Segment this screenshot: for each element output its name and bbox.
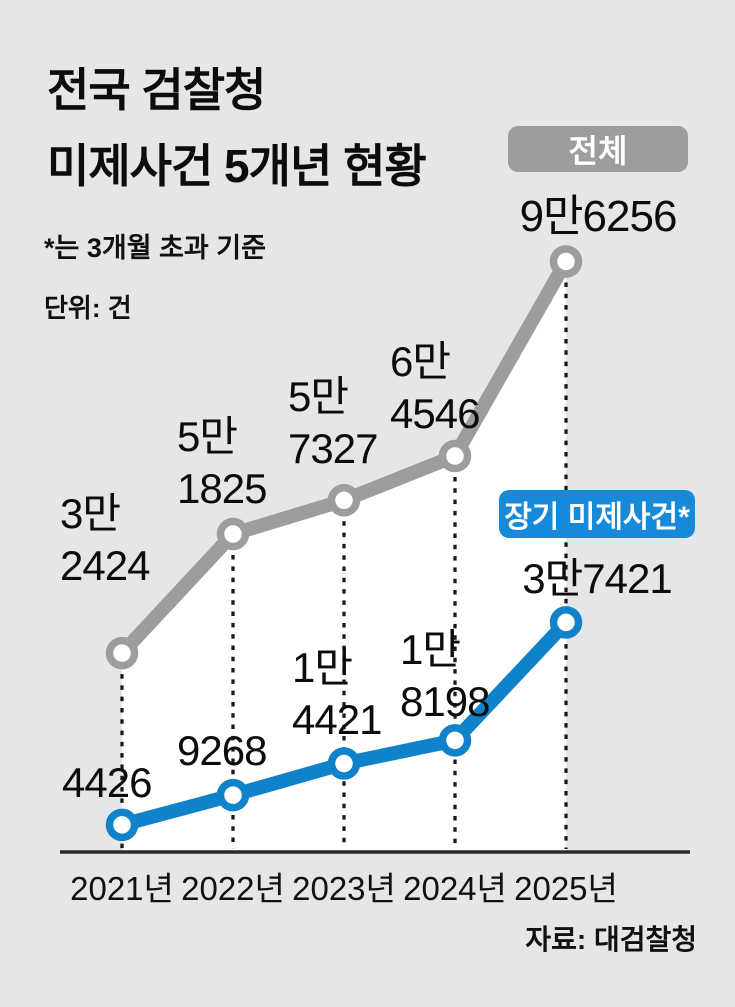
total-series-badge: 전체 — [508, 126, 688, 172]
source-label: 자료: 대검찰청 — [525, 924, 697, 955]
footnote: *는 3개월 초과 기준 — [44, 233, 266, 263]
total-marker-2022 — [216, 517, 250, 551]
total-series-annotation: 전체 9만6256 — [498, 126, 698, 244]
total-marker-2023 — [327, 484, 361, 517]
longterm-marker-2021 — [105, 808, 139, 842]
title-line-1: 전국 검찰청 — [47, 64, 266, 116]
longterm-marker-2025 — [549, 606, 583, 639]
point-label-longterm-2024: 1만 8198 — [400, 626, 490, 725]
x-axis-label-2023: 2023년 — [292, 870, 396, 907]
point-label-longterm-2022: 9268 — [177, 727, 267, 774]
page-title: 전국 검찰청 미제사건 5개년 현황 — [47, 52, 427, 204]
x-axis-label-2022: 2022년 — [181, 870, 285, 907]
x-axis-label-2021: 2021년 — [70, 870, 174, 907]
longterm-series-badge: 장기 미제사건* — [499, 490, 695, 538]
longterm-2025-value: 3만7421 — [522, 555, 672, 602]
x-axis-label-2024: 2024년 — [403, 870, 507, 907]
point-label-longterm-2021: 4426 — [62, 759, 152, 806]
total-marker-2025 — [549, 245, 583, 278]
point-label-total-2023: 5만 7327 — [288, 373, 378, 472]
total-marker-2024 — [438, 439, 472, 473]
longterm-series-annotation: 장기 미제사건* 3만7421 — [494, 490, 700, 606]
longterm-marker-2022 — [216, 778, 250, 812]
point-label-total-2024: 6만 4546 — [390, 338, 480, 437]
total-2025-value: 9만6256 — [519, 192, 678, 241]
point-label-longterm-2023: 1만 4421 — [292, 644, 382, 743]
total-marker-2021 — [105, 636, 139, 670]
title-line-2: 미제사건 5개년 현황 — [47, 140, 427, 192]
point-label-total-2022: 5만 1825 — [177, 413, 267, 512]
unit-label: 단위: 건 — [44, 293, 132, 323]
longterm-marker-2023 — [327, 747, 361, 780]
x-axis-label-2025: 2025년 — [514, 870, 618, 907]
longterm-marker-2024 — [438, 724, 472, 757]
point-label-total-2021: 3만 2424 — [60, 490, 150, 589]
